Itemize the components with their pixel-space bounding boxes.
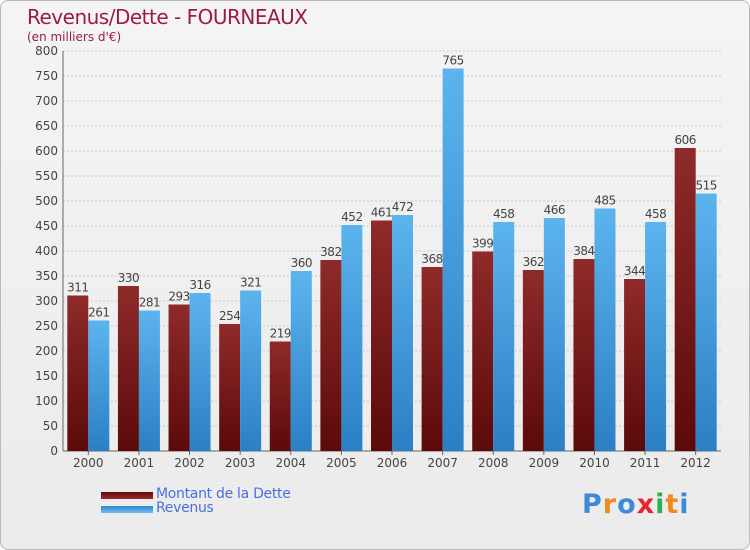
- bar-revenue: [189, 293, 211, 451]
- y-tick-label: 800: [35, 44, 58, 58]
- y-tick-label: 750: [35, 69, 58, 83]
- y-tick-label: 500: [35, 194, 58, 208]
- bar-revenue-label: 765: [442, 54, 463, 68]
- bar-revenue: [695, 193, 717, 451]
- y-tick-label: 650: [35, 119, 58, 133]
- chart-title: Revenus/Dette - FOURNEAUX: [27, 5, 308, 29]
- bar-revenue: [645, 222, 667, 451]
- bar-debt: [269, 341, 291, 451]
- y-tick-label: 250: [35, 319, 58, 333]
- bar-revenue: [341, 225, 363, 451]
- y-tick-label: 450: [35, 219, 58, 233]
- x-tick-label: 2000: [73, 456, 104, 470]
- bar-revenue: [290, 271, 312, 451]
- logo-letter: i: [655, 489, 666, 520]
- logo-letter: P: [582, 489, 603, 520]
- bar-debt-label: 606: [674, 133, 695, 147]
- y-tick-label: 0: [50, 444, 58, 458]
- y-tick-label: 150: [35, 369, 58, 383]
- bar-debt-label: 461: [371, 206, 392, 220]
- bar-debt: [320, 260, 342, 451]
- x-tick-label: 2010: [579, 456, 610, 470]
- bar-debt-label: 311: [67, 281, 88, 295]
- bar-debt: [472, 251, 494, 451]
- bar-revenue-label: 281: [139, 296, 160, 310]
- x-tick-label: 2012: [680, 456, 711, 470]
- bar-debt-label: 384: [573, 244, 594, 258]
- y-tick-label: 300: [35, 294, 58, 308]
- bar-debt: [674, 148, 696, 451]
- logo-letter: i: [679, 489, 690, 520]
- bar-debt: [624, 279, 646, 451]
- bar-debt-label: 330: [118, 271, 139, 285]
- bar-debt-label: 344: [624, 264, 645, 278]
- x-tick-label: 2003: [225, 456, 256, 470]
- y-tick-label: 100: [35, 394, 58, 408]
- bar-debt-label: 293: [168, 290, 189, 304]
- bar-revenue-label: 360: [291, 256, 312, 270]
- bar-debt: [67, 295, 89, 451]
- logo-letter: r: [602, 489, 618, 520]
- bar-revenue: [543, 218, 565, 451]
- bar-debt-label: 368: [421, 252, 442, 266]
- bar-debt: [168, 304, 190, 451]
- bar-revenue: [88, 320, 110, 451]
- y-tick-label: 50: [43, 419, 58, 433]
- bar-debt: [219, 324, 241, 451]
- bar-debt-label: 399: [472, 237, 493, 251]
- bar-debt: [371, 220, 392, 451]
- chart-subtitle: (en milliers d'€): [27, 30, 122, 44]
- bar-debt: [573, 259, 595, 451]
- x-tick-label: 2007: [427, 456, 458, 470]
- y-tick-label: 350: [35, 269, 58, 283]
- bar-debt-label: 254: [219, 309, 240, 323]
- bar-revenue: [442, 68, 464, 451]
- logo-letter: o: [617, 489, 637, 520]
- bar-revenue: [240, 290, 262, 451]
- logo-letter: t: [665, 489, 680, 520]
- bar-debt-label: 219: [270, 327, 291, 341]
- bar-revenue-label: 261: [88, 306, 109, 320]
- y-tick-label: 550: [35, 169, 58, 183]
- x-tick-label: 2008: [478, 456, 509, 470]
- bar-revenue-label: 515: [695, 179, 716, 193]
- bar-debt: [522, 270, 544, 451]
- bar-revenue-label: 466: [544, 203, 565, 217]
- x-tick-label: 2011: [630, 456, 661, 470]
- bar-revenue-label: 472: [392, 200, 413, 214]
- bar-debt: [421, 267, 443, 451]
- bar-revenue-label: 458: [645, 207, 666, 221]
- bar-revenue: [138, 310, 160, 451]
- bar-revenue-label: 321: [240, 276, 261, 290]
- bar-debt: [117, 286, 139, 451]
- bar-revenue-label: 452: [341, 210, 362, 224]
- x-tick-label: 2006: [377, 456, 408, 470]
- bar-revenue-label: 458: [493, 207, 514, 221]
- bar-revenue: [392, 215, 413, 451]
- legend-swatch-debt: [101, 492, 153, 499]
- bar-revenue-label: 485: [594, 194, 615, 208]
- y-tick-label: 600: [35, 144, 58, 158]
- bar-revenue-label: 316: [189, 278, 210, 292]
- x-tick-label: 2001: [124, 456, 155, 470]
- proxiti-logo: Proxiti: [582, 489, 690, 520]
- bar-debt-label: 362: [523, 255, 544, 269]
- x-tick-label: 2009: [529, 456, 560, 470]
- legend-label-revenue: Revenus: [156, 500, 214, 516]
- x-tick-label: 2004: [275, 456, 306, 470]
- bar-debt-label: 382: [320, 245, 341, 259]
- x-tick-label: 2002: [174, 456, 205, 470]
- y-tick-label: 700: [35, 94, 58, 108]
- y-tick-label: 400: [35, 244, 58, 258]
- legend-swatch-revenue: [101, 506, 153, 513]
- bar-revenue: [493, 222, 515, 451]
- x-tick-label: 2005: [326, 456, 357, 470]
- logo-letter: x: [636, 489, 656, 520]
- bar-revenue: [594, 208, 616, 451]
- legend-label-debt: Montant de la Dette: [156, 486, 291, 502]
- y-tick-label: 200: [35, 344, 58, 358]
